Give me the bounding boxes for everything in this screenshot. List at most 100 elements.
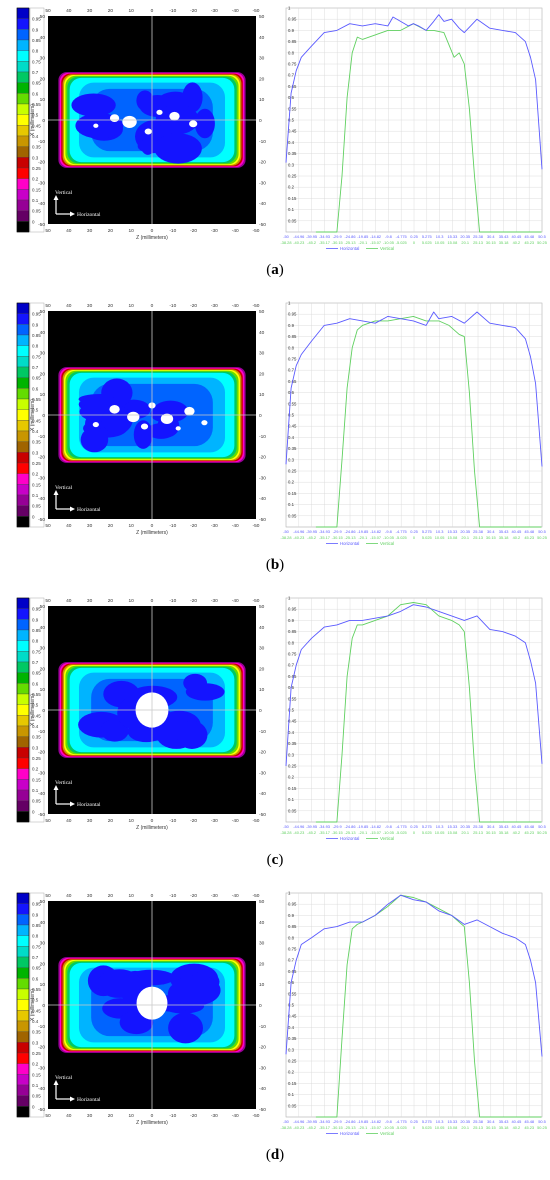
- caption-a: (a): [0, 262, 550, 279]
- x-tick-vertical: 10.05: [435, 1125, 445, 1130]
- colorbar-swatch: [16, 1084, 30, 1096]
- y-tick-left: 20: [40, 371, 46, 377]
- profile-chart: 10.950.90.850.80.750.70.650.60.550.50.45…: [280, 6, 546, 252]
- x-tick-bottom: 10: [129, 228, 135, 234]
- colorbar-tick-label: 0.8: [32, 49, 39, 54]
- y-tick-left: -20: [38, 455, 45, 461]
- y-tick-label: 0.3: [288, 752, 295, 757]
- y-tick-left: 50: [40, 899, 46, 905]
- colorbar-swatch: [16, 715, 30, 727]
- caption-c: (c): [0, 852, 550, 869]
- y-tick-label: 0.5: [288, 708, 295, 713]
- y-tick-right: 0: [259, 1003, 262, 1009]
- y-tick-right: -50: [259, 1107, 266, 1113]
- hot-spot: [144, 128, 152, 135]
- colorbar-tick-label: 0.25: [32, 756, 41, 761]
- vertical-label: Vertical: [55, 190, 73, 196]
- x-tick-vertical: -5.025: [396, 830, 407, 835]
- x-tick-top: -10: [169, 598, 176, 604]
- y-tick-label: 0.15: [288, 1081, 297, 1086]
- x-tick-horizontal: 15.33: [448, 234, 458, 239]
- profile-chart: 10.950.90.850.80.750.70.650.60.550.50.45…: [280, 891, 546, 1137]
- y-tick-label: 0.75: [288, 652, 297, 657]
- y-tick-label: 0.2: [288, 1070, 295, 1075]
- x-tick-bottom: 10: [129, 818, 135, 824]
- x-tick-vertical: 35.18: [499, 535, 509, 540]
- y-tick-left: 20: [40, 76, 46, 82]
- colorbar-label-box: [29, 302, 45, 528]
- y-tick-label: 0.65: [288, 969, 297, 974]
- legend-label-vertical: Vertical: [380, 836, 394, 841]
- x-tick-horizontal: 35.43: [499, 824, 509, 829]
- x-tick-vertical: -25.13: [344, 1125, 355, 1130]
- x-tick-bottom: 40: [66, 1113, 72, 1119]
- x-tick-vertical: 50.25: [537, 240, 547, 245]
- colorbar-swatch: [16, 71, 30, 83]
- colorbar-swatch: [16, 146, 30, 158]
- y-tick-label: 0.5: [288, 413, 295, 418]
- x-tick-horizontal: -9.8: [385, 824, 392, 829]
- x-tick-top: 20: [108, 303, 114, 309]
- x-tick-bottom: -10: [169, 523, 176, 529]
- x-tick-horizontal: 45.48: [524, 1119, 534, 1124]
- colorbar-tick-label: 0.15: [32, 1072, 41, 1077]
- y-tick-label: 0.85: [288, 39, 297, 44]
- x-tick-vertical: -38.28: [280, 535, 291, 540]
- x-tick-bottom: -30: [211, 1113, 218, 1119]
- colorbar-swatch: [16, 1095, 30, 1107]
- x-tick-top: -50: [253, 303, 260, 309]
- y-tick-label: 0.85: [288, 629, 297, 634]
- x-tick-bottom: -10: [169, 1113, 176, 1119]
- vertical-arrowhead: [53, 1080, 59, 1085]
- y-tick-label: 0.35: [288, 151, 297, 156]
- x-tick-vertical: 40.2: [513, 240, 521, 245]
- colorbar-swatch: [16, 978, 30, 990]
- colorbar-tick-label: 0.3: [32, 155, 39, 160]
- x-tick-horizontal: 35.43: [499, 234, 509, 239]
- y-tick-left: -30: [38, 475, 45, 481]
- contour-blob: [97, 969, 142, 998]
- y-tick-left: 40: [40, 920, 46, 926]
- colorbar-swatch: [16, 39, 30, 51]
- colorbar-tick-label: 0: [32, 1104, 35, 1109]
- y-tick-right: -10: [259, 1024, 266, 1030]
- y-axis-label: X (millimeters): [30, 399, 36, 431]
- x-tick-bottom: -10: [169, 228, 176, 234]
- x-tick-horizontal: -19.85: [357, 1119, 368, 1124]
- colorbar-swatch: [16, 800, 30, 812]
- colorbar-swatch: [16, 420, 30, 432]
- x-tick-top: 10: [129, 598, 135, 604]
- x-axis-label: Z (millimeters): [136, 235, 168, 241]
- colorbar-tick-label: 0.9: [32, 617, 39, 622]
- x-tick-top: 40: [66, 598, 72, 604]
- x-tick-horizontal: 45.48: [524, 529, 534, 534]
- legend-label-horizontal: Horizontal: [340, 246, 359, 251]
- y-tick-left: 0: [42, 708, 45, 714]
- x-tick-vertical: 15.08: [448, 535, 458, 540]
- x-tick-bottom: 20: [108, 818, 114, 824]
- x-tick-bottom: 40: [66, 818, 72, 824]
- x-tick-top: -20: [190, 893, 197, 899]
- x-tick-top: 20: [108, 8, 114, 14]
- x-axis-label: Z (millimeters): [136, 1120, 168, 1126]
- y-tick-label: 0.25: [288, 469, 297, 474]
- x-tick-vertical: -25.13: [344, 830, 355, 835]
- x-tick-vertical: 20.1: [461, 240, 469, 245]
- x-tick-bottom: 20: [108, 523, 114, 529]
- x-tick-vertical: -30.15: [332, 535, 343, 540]
- x-tick-top: 10: [129, 303, 135, 309]
- caption-d-letter: d: [270, 1147, 280, 1163]
- x-tick-vertical: -10.05: [383, 535, 394, 540]
- x-tick-vertical: 0: [413, 240, 416, 245]
- x-tick-top: 40: [66, 893, 72, 899]
- y-tick-label: 0.2: [288, 480, 295, 485]
- colorbar-swatch: [16, 302, 30, 314]
- y-tick-label: 0.8: [288, 345, 295, 350]
- x-tick-bottom: -30: [211, 228, 218, 234]
- colorbar-tick-label: 0.05: [32, 799, 41, 804]
- x-tick-vertical: 15.08: [448, 1125, 458, 1130]
- x-tick-horizontal: 30.4: [487, 234, 495, 239]
- colorbar-swatch: [16, 1010, 30, 1022]
- y-tick-left: 30: [40, 351, 46, 357]
- y-tick-right: -20: [259, 160, 266, 166]
